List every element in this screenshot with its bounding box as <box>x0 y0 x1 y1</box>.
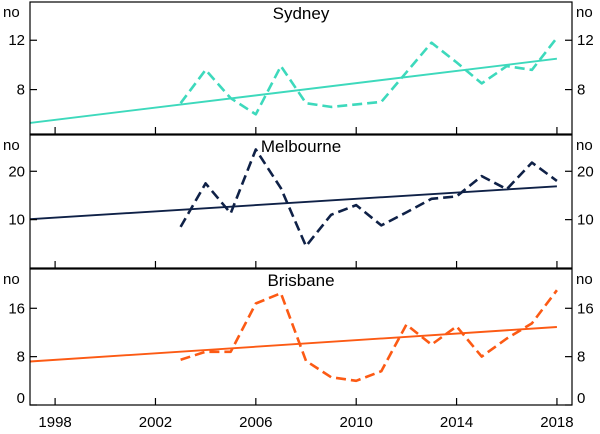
panel-title: Brisbane <box>267 271 334 290</box>
y-tick-label-right: 20 <box>577 163 594 180</box>
annual-line-brisbane <box>180 289 558 383</box>
y-tick-label-left: 12 <box>8 32 25 49</box>
x-tick-label: 2010 <box>340 414 373 431</box>
x-tick-label: 2018 <box>540 414 573 431</box>
y-tick-label-left: 16 <box>8 300 25 317</box>
unit-label-left: no <box>3 4 20 21</box>
unit-label-left: no <box>3 271 20 288</box>
panel-sydney: Sydney no no 8 8 12 12 <box>3 1 594 135</box>
unit-label-right: no <box>576 137 593 154</box>
panel-title: Sydney <box>273 4 330 23</box>
unit-label-left: no <box>3 137 20 154</box>
x-tick-label: 1998 <box>38 414 71 431</box>
y-tick-label-left: 8 <box>17 82 25 99</box>
x-tick-label: 2006 <box>239 414 272 431</box>
y-tick-label-left: 20 <box>8 163 25 180</box>
panel-brisbane: Brisbane no no 0 0 8 8 16 16 <box>3 268 594 407</box>
unit-label-right: no <box>576 271 593 288</box>
trend-line-melbourne <box>29 185 557 221</box>
panel-frame <box>29 134 573 269</box>
unit-label-right: no <box>576 4 593 21</box>
x-tick-label: 2002 <box>139 414 172 431</box>
panel-frame <box>29 1 573 135</box>
trend-line-sydney <box>29 57 558 124</box>
panel-frame <box>29 268 573 406</box>
y-tick-label-right: 8 <box>577 82 585 99</box>
y-tick-label-right: 8 <box>577 349 585 366</box>
panel-melbourne: Melbourne no no 10 10 20 20 <box>3 134 594 269</box>
y-tick-label-right: 16 <box>577 300 594 317</box>
y-tick-label-left: 8 <box>17 349 25 366</box>
annual-line-melbourne <box>179 148 558 248</box>
y-tick-label-left: 10 <box>8 212 25 229</box>
trend-line-brisbane <box>29 326 557 363</box>
y-tick-label-right: 0 <box>577 390 585 407</box>
y-tick-label-right: 10 <box>577 212 594 229</box>
y-tick-label-left: 0 <box>17 390 25 407</box>
y-tick-label-right: 12 <box>577 32 594 49</box>
panel-title: Melbourne <box>261 137 341 156</box>
annual-line-sydney <box>179 37 558 116</box>
x-tick-label: 2014 <box>440 414 473 431</box>
